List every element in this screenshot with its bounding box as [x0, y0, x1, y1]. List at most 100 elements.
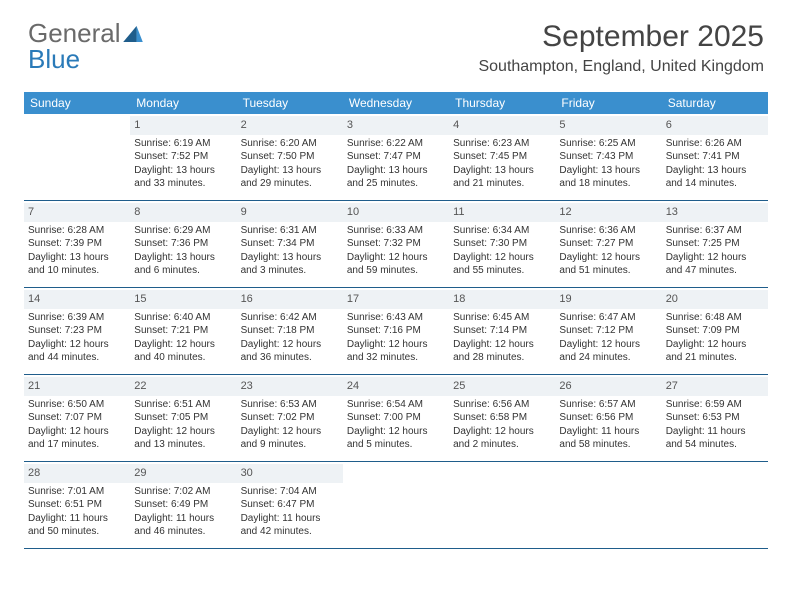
- day-cell: 9Sunrise: 6:31 AMSunset: 7:34 PMDaylight…: [237, 201, 343, 287]
- day-info-line: Sunrise: 6:57 AM: [559, 398, 657, 412]
- day-info-line: Sunset: 7:50 PM: [241, 150, 339, 164]
- day-info-line: Sunset: 7:14 PM: [453, 324, 551, 338]
- calendar-grid: SundayMondayTuesdayWednesdayThursdayFrid…: [24, 92, 768, 549]
- day-number: 8: [130, 203, 236, 222]
- day-number: 17: [343, 290, 449, 309]
- day-header-cell: Saturday: [662, 92, 768, 114]
- day-cell: 25Sunrise: 6:56 AMSunset: 6:58 PMDayligh…: [449, 375, 555, 461]
- day-cell: 22Sunrise: 6:51 AMSunset: 7:05 PMDayligh…: [130, 375, 236, 461]
- day-number: 18: [449, 290, 555, 309]
- day-number: 23: [237, 377, 343, 396]
- day-number: 7: [24, 203, 130, 222]
- day-header-cell: Thursday: [449, 92, 555, 114]
- day-info-line: Sunrise: 6:29 AM: [134, 224, 232, 238]
- day-info-line: Daylight: 12 hours and 32 minutes.: [347, 338, 445, 365]
- day-info-line: Sunset: 7:12 PM: [559, 324, 657, 338]
- day-number: 26: [555, 377, 661, 396]
- day-cell: 24Sunrise: 6:54 AMSunset: 7:00 PMDayligh…: [343, 375, 449, 461]
- day-number: 30: [237, 464, 343, 483]
- day-info-line: Sunrise: 7:02 AM: [134, 485, 232, 499]
- day-info-line: Sunrise: 6:54 AM: [347, 398, 445, 412]
- day-info-line: Daylight: 13 hours and 25 minutes.: [347, 164, 445, 191]
- day-info-line: Sunrise: 6:59 AM: [666, 398, 764, 412]
- day-info-line: Sunrise: 6:36 AM: [559, 224, 657, 238]
- day-info-line: Sunrise: 6:34 AM: [453, 224, 551, 238]
- day-info-line: Sunrise: 6:39 AM: [28, 311, 126, 325]
- day-info-line: Sunset: 6:47 PM: [241, 498, 339, 512]
- week-row: 14Sunrise: 6:39 AMSunset: 7:23 PMDayligh…: [24, 288, 768, 375]
- brand-logo: GeneralBlue: [28, 20, 143, 72]
- day-number: 5: [555, 116, 661, 135]
- day-info-line: Sunrise: 6:20 AM: [241, 137, 339, 151]
- day-number: 12: [555, 203, 661, 222]
- day-info-line: Sunrise: 6:25 AM: [559, 137, 657, 151]
- day-info-line: Daylight: 12 hours and 55 minutes.: [453, 251, 551, 278]
- day-number: 21: [24, 377, 130, 396]
- month-title: September 2025: [478, 20, 764, 54]
- day-cell: 8Sunrise: 6:29 AMSunset: 7:36 PMDaylight…: [130, 201, 236, 287]
- day-info-line: Daylight: 12 hours and 9 minutes.: [241, 425, 339, 452]
- day-cell: 28Sunrise: 7:01 AMSunset: 6:51 PMDayligh…: [24, 462, 130, 548]
- day-info-line: Daylight: 11 hours and 58 minutes.: [559, 425, 657, 452]
- day-info-line: Daylight: 12 hours and 40 minutes.: [134, 338, 232, 365]
- day-cell: 16Sunrise: 6:42 AMSunset: 7:18 PMDayligh…: [237, 288, 343, 374]
- day-number: 6: [662, 116, 768, 135]
- day-number: 11: [449, 203, 555, 222]
- day-info-line: Daylight: 13 hours and 6 minutes.: [134, 251, 232, 278]
- brand-part2: Blue: [28, 44, 80, 74]
- day-info-line: Sunset: 6:49 PM: [134, 498, 232, 512]
- day-number: 20: [662, 290, 768, 309]
- day-number: 27: [662, 377, 768, 396]
- day-cell: 26Sunrise: 6:57 AMSunset: 6:56 PMDayligh…: [555, 375, 661, 461]
- day-info-line: Sunrise: 6:33 AM: [347, 224, 445, 238]
- day-info-line: Sunset: 7:39 PM: [28, 237, 126, 251]
- day-header-cell: Friday: [555, 92, 661, 114]
- day-info-line: Sunrise: 6:56 AM: [453, 398, 551, 412]
- day-info-line: Sunrise: 6:19 AM: [134, 137, 232, 151]
- page-header: GeneralBlue September 2025 Southampton, …: [0, 0, 792, 84]
- day-cell: 21Sunrise: 6:50 AMSunset: 7:07 PMDayligh…: [24, 375, 130, 461]
- day-cell: 1Sunrise: 6:19 AMSunset: 7:52 PMDaylight…: [130, 114, 236, 200]
- day-cell: 18Sunrise: 6:45 AMSunset: 7:14 PMDayligh…: [449, 288, 555, 374]
- day-cell: [24, 114, 130, 200]
- day-info-line: Sunset: 7:34 PM: [241, 237, 339, 251]
- day-info-line: Daylight: 13 hours and 18 minutes.: [559, 164, 657, 191]
- day-header-cell: Sunday: [24, 92, 130, 114]
- day-info-line: Sunset: 7:30 PM: [453, 237, 551, 251]
- day-info-line: Daylight: 12 hours and 51 minutes.: [559, 251, 657, 278]
- day-cell: 7Sunrise: 6:28 AMSunset: 7:39 PMDaylight…: [24, 201, 130, 287]
- day-info-line: Sunset: 7:25 PM: [666, 237, 764, 251]
- day-info-line: Sunset: 7:27 PM: [559, 237, 657, 251]
- day-info-line: Daylight: 12 hours and 2 minutes.: [453, 425, 551, 452]
- day-info-line: Daylight: 12 hours and 59 minutes.: [347, 251, 445, 278]
- day-info-line: Sunset: 7:07 PM: [28, 411, 126, 425]
- day-info-line: Sunrise: 7:01 AM: [28, 485, 126, 499]
- day-info-line: Sunrise: 6:31 AM: [241, 224, 339, 238]
- day-info-line: Sunrise: 6:47 AM: [559, 311, 657, 325]
- day-cell: 30Sunrise: 7:04 AMSunset: 6:47 PMDayligh…: [237, 462, 343, 548]
- day-info-line: Sunset: 7:09 PM: [666, 324, 764, 338]
- brand-triangle-icon: [123, 20, 143, 46]
- day-number: 4: [449, 116, 555, 135]
- day-cell: 13Sunrise: 6:37 AMSunset: 7:25 PMDayligh…: [662, 201, 768, 287]
- day-header-cell: Tuesday: [237, 92, 343, 114]
- day-number: 28: [24, 464, 130, 483]
- day-info-line: Sunrise: 6:22 AM: [347, 137, 445, 151]
- day-number: 14: [24, 290, 130, 309]
- day-info-line: Sunrise: 6:50 AM: [28, 398, 126, 412]
- day-info-line: Sunrise: 6:45 AM: [453, 311, 551, 325]
- day-info-line: Daylight: 12 hours and 21 minutes.: [666, 338, 764, 365]
- day-info-line: Sunset: 7:52 PM: [134, 150, 232, 164]
- day-cell: 4Sunrise: 6:23 AMSunset: 7:45 PMDaylight…: [449, 114, 555, 200]
- day-cell: 23Sunrise: 6:53 AMSunset: 7:02 PMDayligh…: [237, 375, 343, 461]
- day-cell: 15Sunrise: 6:40 AMSunset: 7:21 PMDayligh…: [130, 288, 236, 374]
- day-info-line: Daylight: 12 hours and 24 minutes.: [559, 338, 657, 365]
- day-info-line: Sunset: 7:16 PM: [347, 324, 445, 338]
- day-info-line: Sunset: 7:02 PM: [241, 411, 339, 425]
- day-info-line: Daylight: 12 hours and 13 minutes.: [134, 425, 232, 452]
- day-number: 19: [555, 290, 661, 309]
- day-header-cell: Monday: [130, 92, 236, 114]
- day-cell: 6Sunrise: 6:26 AMSunset: 7:41 PMDaylight…: [662, 114, 768, 200]
- day-number: 2: [237, 116, 343, 135]
- day-info-line: Daylight: 13 hours and 14 minutes.: [666, 164, 764, 191]
